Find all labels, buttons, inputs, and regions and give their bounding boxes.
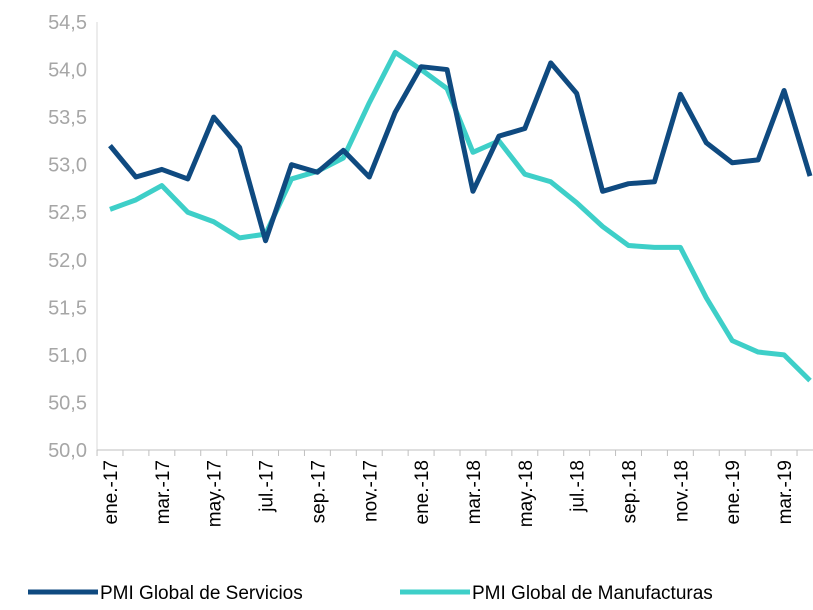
y-tick-label: 54,0 (48, 60, 87, 82)
x-tick-label: may.-17 (205, 460, 226, 527)
x-tick-label: nov.-17 (360, 460, 381, 522)
x-tick-label: ene.-17 (101, 460, 122, 524)
x-tick-label: mar.-19 (775, 460, 796, 524)
legend-label: PMI Global de Manufacturas (472, 583, 713, 604)
y-tick-label: 51,5 (48, 297, 87, 319)
x-tick-label: mar.-17 (153, 460, 174, 524)
x-tick-label: may.-18 (516, 460, 537, 527)
y-tick-label: 53,5 (48, 107, 87, 129)
x-tick-label: mar.-18 (464, 460, 485, 524)
x-tick-label: sep.-17 (308, 460, 329, 523)
y-tick-label: 51,0 (48, 345, 87, 367)
y-tick-label: 53,0 (48, 155, 87, 177)
series-line (108, 60, 813, 244)
x-tick-label: sep.-18 (620, 460, 641, 523)
x-tick-label: jul.-18 (568, 460, 589, 513)
y-tick-label: 52,5 (48, 202, 87, 224)
y-tick-label: 52,0 (48, 250, 87, 272)
y-tick-label: 50,0 (48, 440, 87, 462)
x-tick-label: nov.-18 (671, 460, 692, 522)
legend-label: PMI Global de Servicios (100, 583, 303, 604)
y-tick-label: 54,5 (48, 12, 87, 34)
x-tick-label: ene.-19 (723, 460, 744, 524)
x-tick-label: ene.-18 (412, 460, 433, 524)
series-line (109, 49, 812, 383)
y-tick-label: 50,5 (48, 392, 87, 414)
x-tick-label: jul.-17 (257, 460, 278, 513)
